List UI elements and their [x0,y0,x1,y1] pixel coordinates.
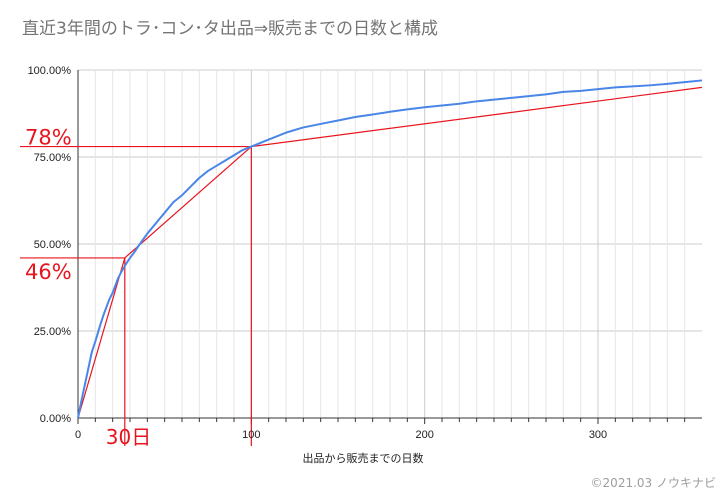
x-tick-label: 100 [242,429,260,441]
marker-y-label: 78% [25,126,72,150]
y-tick-label: 25.00% [34,326,72,338]
y-tick-label: 100.00% [28,65,72,77]
x-axis-label: 出品から販売までの日数 [302,452,424,465]
chart-title: 直近3年間のトラ･コン･タ出品⇒販売までの日数と構成 [22,19,439,39]
y-tick-label: 50.00% [34,239,72,251]
series-line [77,79,703,419]
marker-y-label: 46% [25,260,72,284]
y-tick-label: 0.00% [40,413,71,425]
axes [77,70,702,424]
approximation-line [77,86,703,419]
grid [77,69,702,419]
marker-x-label: 30日 [106,425,151,449]
y-tick-label: 75.00% [34,152,72,164]
x-tick-label: 0 [75,429,81,441]
labels: 0.00% 25.00% 50.00% 75.00% 100.00% 0 100 200 300… [25,65,607,449]
x-tick-label: 200 [415,429,433,441]
credit-text: ©2021.03 ノウキナビ [590,476,716,490]
annotations [20,86,703,446]
series [77,79,703,419]
x-tick-label: 300 [589,429,607,441]
